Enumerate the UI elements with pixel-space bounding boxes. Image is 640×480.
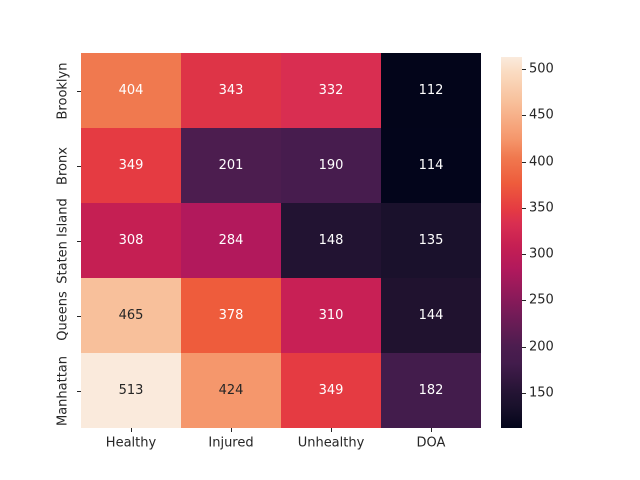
- heatmap-cell: 148: [281, 203, 381, 278]
- heatmap-cell: 332: [281, 53, 381, 128]
- x-axis-label: Unhealthy: [297, 435, 365, 451]
- x-axis-label: Injured: [208, 435, 254, 451]
- colorbar-tick-label: 400: [529, 154, 554, 170]
- x-axis-tick: [431, 428, 432, 432]
- heatmap-cell: 182: [381, 353, 481, 428]
- x-axis-tick: [331, 428, 332, 432]
- cell-value: 114: [418, 158, 444, 173]
- heatmap-cell: 343: [181, 53, 281, 128]
- cell-value: 190: [318, 158, 344, 173]
- cell-value: 201: [218, 158, 244, 173]
- y-axis-tick: [77, 315, 81, 317]
- heatmap-cell: 424: [181, 353, 281, 428]
- colorbar-tick-label: 200: [529, 339, 554, 355]
- heatmap-cell: 308: [81, 203, 181, 278]
- colorbar-tick-label: 150: [529, 385, 554, 401]
- colorbar-tick: [522, 346, 526, 348]
- cell-value: 349: [118, 158, 144, 173]
- heatmap-cell: 349: [281, 353, 381, 428]
- heatmap-cell: 310: [281, 278, 381, 353]
- heatmap-cell: 144: [381, 278, 481, 353]
- heatmap-cell: 378: [181, 278, 281, 353]
- colorbar-tick-label: 500: [529, 61, 554, 77]
- cell-value: 513: [118, 383, 144, 398]
- x-axis-tick: [131, 428, 132, 432]
- colorbar-tick-label: 450: [529, 107, 554, 123]
- heatmap-plot: 404 343 332 112 349 201 190 114 308 284 148 135 465 3…: [81, 53, 481, 428]
- cell-value: 404: [118, 83, 144, 98]
- x-axis-tick: [231, 428, 232, 432]
- y-axis-label: Staten Island: [55, 197, 71, 284]
- y-axis-tick: [77, 390, 81, 392]
- colorbar: [501, 57, 522, 428]
- cell-value: 148: [318, 233, 344, 248]
- cell-value: 343: [218, 83, 244, 98]
- cell-value: 424: [218, 383, 244, 398]
- colorbar-tick: [522, 69, 526, 71]
- colorbar-tick: [522, 254, 526, 256]
- heatmap-cell: 112: [381, 53, 481, 128]
- cell-value: 112: [418, 83, 444, 98]
- colorbar-tick-label: 300: [529, 246, 554, 262]
- heatmap-cell: 513: [81, 353, 181, 428]
- y-axis-label: Brooklyn: [55, 62, 71, 119]
- colorbar-tick: [522, 161, 526, 163]
- heatmap-cell: 201: [181, 128, 281, 203]
- heatmap-cell: 190: [281, 128, 381, 203]
- colorbar-tick: [522, 207, 526, 209]
- colorbar-tick-label: 350: [529, 200, 554, 216]
- heatmap-cell: 135: [381, 203, 481, 278]
- y-axis-label: Queens: [55, 290, 71, 341]
- y-axis-tick: [77, 240, 81, 242]
- y-axis-tick: [77, 90, 81, 92]
- heatmap-cell: 114: [381, 128, 481, 203]
- colorbar-tick: [522, 115, 526, 117]
- cell-value: 310: [318, 308, 344, 323]
- y-axis-label: Bronx: [55, 146, 71, 185]
- colorbar-tick: [522, 300, 526, 302]
- cell-value: 332: [318, 83, 344, 98]
- heatmap-cell: 465: [81, 278, 181, 353]
- cell-value: 349: [318, 383, 344, 398]
- cell-value: 308: [118, 233, 144, 248]
- cell-value: 144: [418, 308, 444, 323]
- heatmap-cell: 349: [81, 128, 181, 203]
- cell-value: 378: [218, 308, 244, 323]
- colorbar-tick: [522, 392, 526, 394]
- cell-value: 135: [418, 233, 444, 248]
- x-axis-label: Healthy: [105, 435, 157, 451]
- y-axis-tick: [77, 165, 81, 167]
- colorbar-tick-label: 250: [529, 292, 554, 308]
- heatmap-cell: 404: [81, 53, 181, 128]
- x-axis-label: DOA: [416, 435, 446, 451]
- cell-value: 284: [218, 233, 244, 248]
- cell-value: 182: [418, 383, 444, 398]
- y-axis-label: Manhattan: [55, 355, 71, 426]
- cell-value: 465: [118, 308, 144, 323]
- heatmap-cell: 284: [181, 203, 281, 278]
